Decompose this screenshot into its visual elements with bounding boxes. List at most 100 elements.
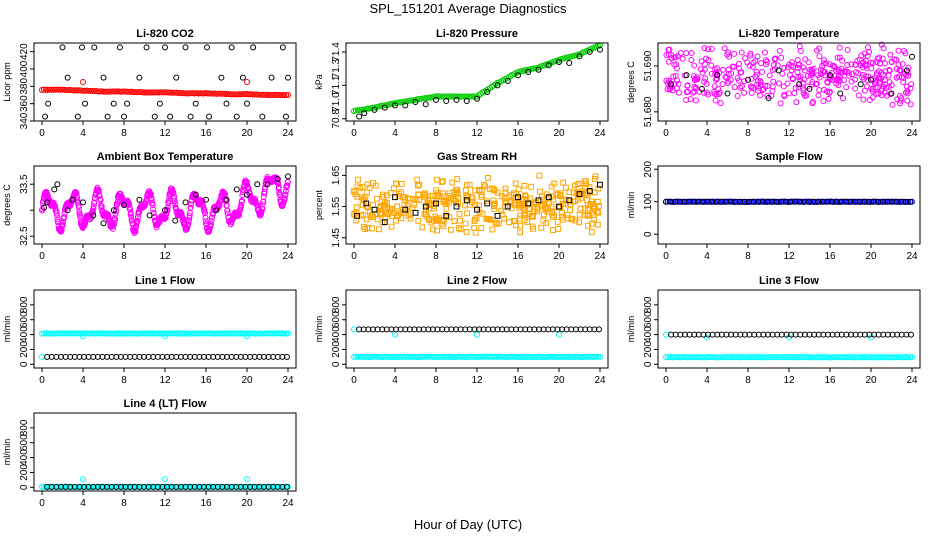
data-point (765, 95, 772, 102)
data-point (255, 91, 262, 98)
data-point (816, 53, 823, 60)
data-point (244, 476, 250, 483)
data-point (705, 46, 712, 53)
data-point (223, 90, 230, 97)
data-point (868, 76, 874, 83)
data-point (249, 91, 256, 98)
data-point (436, 215, 442, 222)
y-tick-label: 71.3 (331, 58, 342, 78)
data-point (480, 182, 487, 188)
data-point (708, 45, 715, 52)
data-point (111, 88, 118, 95)
data-point (44, 199, 51, 206)
data-point (542, 200, 548, 207)
data-point (673, 61, 680, 68)
data-point (859, 64, 866, 71)
plot-frame (345, 289, 609, 369)
data-point (209, 214, 216, 221)
data-point (121, 202, 127, 208)
data-point (852, 61, 859, 68)
data-point (675, 80, 682, 87)
data-point (820, 60, 827, 67)
y-tick-label: 51.690 (643, 50, 654, 81)
data-point (64, 74, 71, 81)
data-point (48, 86, 55, 93)
data-point (446, 214, 453, 221)
data-point (586, 48, 593, 55)
x-tick-label: 12 (159, 498, 171, 509)
data-point (104, 88, 111, 95)
data-point (282, 191, 289, 198)
data-point (495, 220, 502, 227)
y-tick-label: 1.55 (331, 196, 342, 216)
data-point (110, 207, 117, 214)
data-point (484, 200, 491, 207)
data-point (788, 67, 795, 74)
data-point (53, 208, 60, 215)
data-point (575, 191, 582, 198)
data-point (594, 199, 601, 205)
data-point (566, 189, 573, 195)
panel-title: Ambient Box Temperature (97, 151, 234, 163)
data-point (268, 74, 275, 81)
data-point (478, 187, 485, 194)
figure-x-axis-label: Hour of Day (UTC) (413, 517, 523, 532)
data-point (554, 219, 561, 225)
x-tick-label: 4 (80, 498, 86, 509)
x-tick-label: 20 (241, 375, 253, 386)
data-point (410, 196, 416, 202)
data-point (232, 91, 239, 98)
data-point (354, 213, 360, 219)
data-point (136, 74, 143, 81)
data-point (704, 89, 711, 96)
plot-frame (345, 42, 609, 122)
data-point (89, 209, 96, 216)
data-point (670, 73, 677, 80)
data-point (433, 200, 439, 207)
y-tick-label: 0 (19, 484, 30, 490)
data-point (283, 483, 290, 490)
data-point (560, 179, 567, 186)
data-point (87, 87, 94, 94)
data-point (754, 77, 761, 84)
data-point (283, 91, 290, 98)
data-point (119, 88, 126, 95)
data-point (809, 81, 816, 88)
data-point (761, 49, 768, 56)
panel-title: Line 2 Flow (447, 275, 507, 287)
data-point (145, 89, 152, 96)
data-point (904, 88, 911, 95)
x-tick-label: 24 (594, 128, 606, 139)
x-tick-label: 20 (241, 251, 253, 262)
data-point (691, 88, 698, 95)
data-point (150, 89, 157, 96)
data-point (833, 68, 840, 75)
chart-panel: Line 4 (LT) Flow ml/min 0 4 8 12 16 20 24 0 200400… (2, 398, 297, 509)
data-point (227, 91, 234, 98)
data-point (800, 64, 807, 71)
data-point (775, 80, 782, 87)
data-point (555, 204, 562, 211)
data-point (426, 217, 433, 223)
data-point (764, 83, 771, 90)
y-tick-label: 32.5 (19, 226, 30, 246)
data-point (506, 219, 513, 226)
data-point (494, 213, 501, 219)
y-tick-label: 360 (19, 95, 30, 112)
data-point (522, 210, 528, 217)
data-point (264, 181, 271, 188)
data-point (82, 100, 89, 107)
data-point (112, 216, 119, 223)
data-point (581, 178, 588, 185)
data-point (469, 195, 476, 202)
data-point (594, 221, 601, 228)
data-point (462, 187, 469, 194)
data-point (729, 63, 736, 70)
data-point (53, 210, 60, 217)
data-point (277, 92, 284, 99)
x-tick-label: 24 (594, 251, 606, 262)
data-point (182, 90, 189, 97)
plot-frame (33, 412, 297, 492)
data-point (747, 52, 754, 59)
data-point (80, 476, 86, 483)
